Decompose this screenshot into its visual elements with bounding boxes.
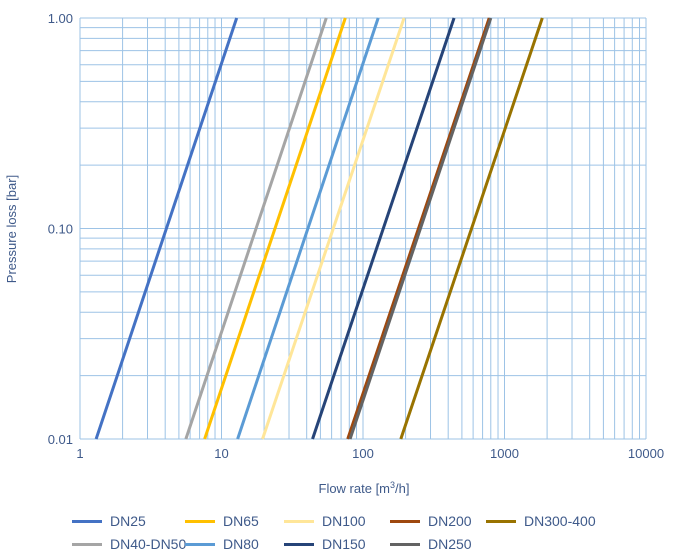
legend-swatch [284, 542, 314, 546]
x-axis-title: Flow rate [m3/h] [319, 480, 410, 496]
legend-item-dn200: DN200 [390, 512, 486, 530]
legend-label: DN80 [223, 536, 259, 552]
series-line-dn150 [311, 17, 456, 440]
series-line-dn25 [94, 17, 239, 440]
legend-item-dn80: DN80 [185, 535, 284, 553]
legend-label: DN65 [223, 513, 259, 529]
legend-item-dn25: DN25 [72, 512, 185, 530]
legend-label: DN100 [322, 513, 366, 529]
y-axis-title: Pressure loss [bar] [4, 175, 19, 283]
legend-swatch [185, 519, 215, 523]
series-line-dn80 [236, 17, 380, 440]
x-tick-label: 1 [76, 446, 83, 461]
tick-labels: 1 10 100 1000 10000 0.01 0.10 1.00 [48, 11, 664, 461]
legend: DN25 DN65 DN100 DN200 DN300-400 DN40-DN5… [72, 512, 672, 553]
legend-label: DN25 [110, 513, 146, 529]
legend-swatch [390, 542, 420, 546]
legend-swatch [284, 519, 314, 523]
x-tick-label: 1000 [490, 446, 519, 461]
legend-label: DN250 [428, 536, 472, 552]
x-tick-label: 100 [352, 446, 374, 461]
legend-item-dn300-400: DN300-400 [486, 512, 636, 530]
legend-label: DN150 [322, 536, 366, 552]
y-tick-label: 1.00 [48, 11, 73, 26]
series-lines [94, 17, 544, 440]
series-line-dn40-dn50 [184, 17, 328, 440]
legend-swatch [72, 542, 102, 546]
legend-item-dn40-dn50: DN40-DN50 [72, 535, 187, 553]
legend-swatch [390, 519, 420, 523]
legend-item-dn65: DN65 [185, 512, 284, 530]
series-line-dn300-400 [399, 17, 544, 440]
series-line-dn65 [203, 17, 347, 440]
legend-label: DN40-DN50 [110, 536, 187, 552]
legend-item-dn250: DN250 [390, 535, 486, 553]
y-tick-label: 0.10 [48, 222, 73, 237]
legend-swatch [72, 519, 102, 523]
series-line-dn100 [261, 17, 406, 440]
legend-label: DN200 [428, 513, 472, 529]
legend-item-dn100: DN100 [284, 512, 390, 530]
x-tick-label: 10 [214, 446, 228, 461]
legend-label: DN300-400 [524, 513, 596, 529]
series-line-dn200 [346, 17, 491, 440]
legend-swatch [185, 542, 215, 546]
legend-item-dn150: DN150 [284, 535, 390, 553]
x-tick-label: 10000 [628, 446, 664, 461]
y-tick-label: 0.01 [48, 432, 73, 447]
series-line-dn250 [348, 17, 493, 440]
legend-swatch [486, 519, 516, 523]
